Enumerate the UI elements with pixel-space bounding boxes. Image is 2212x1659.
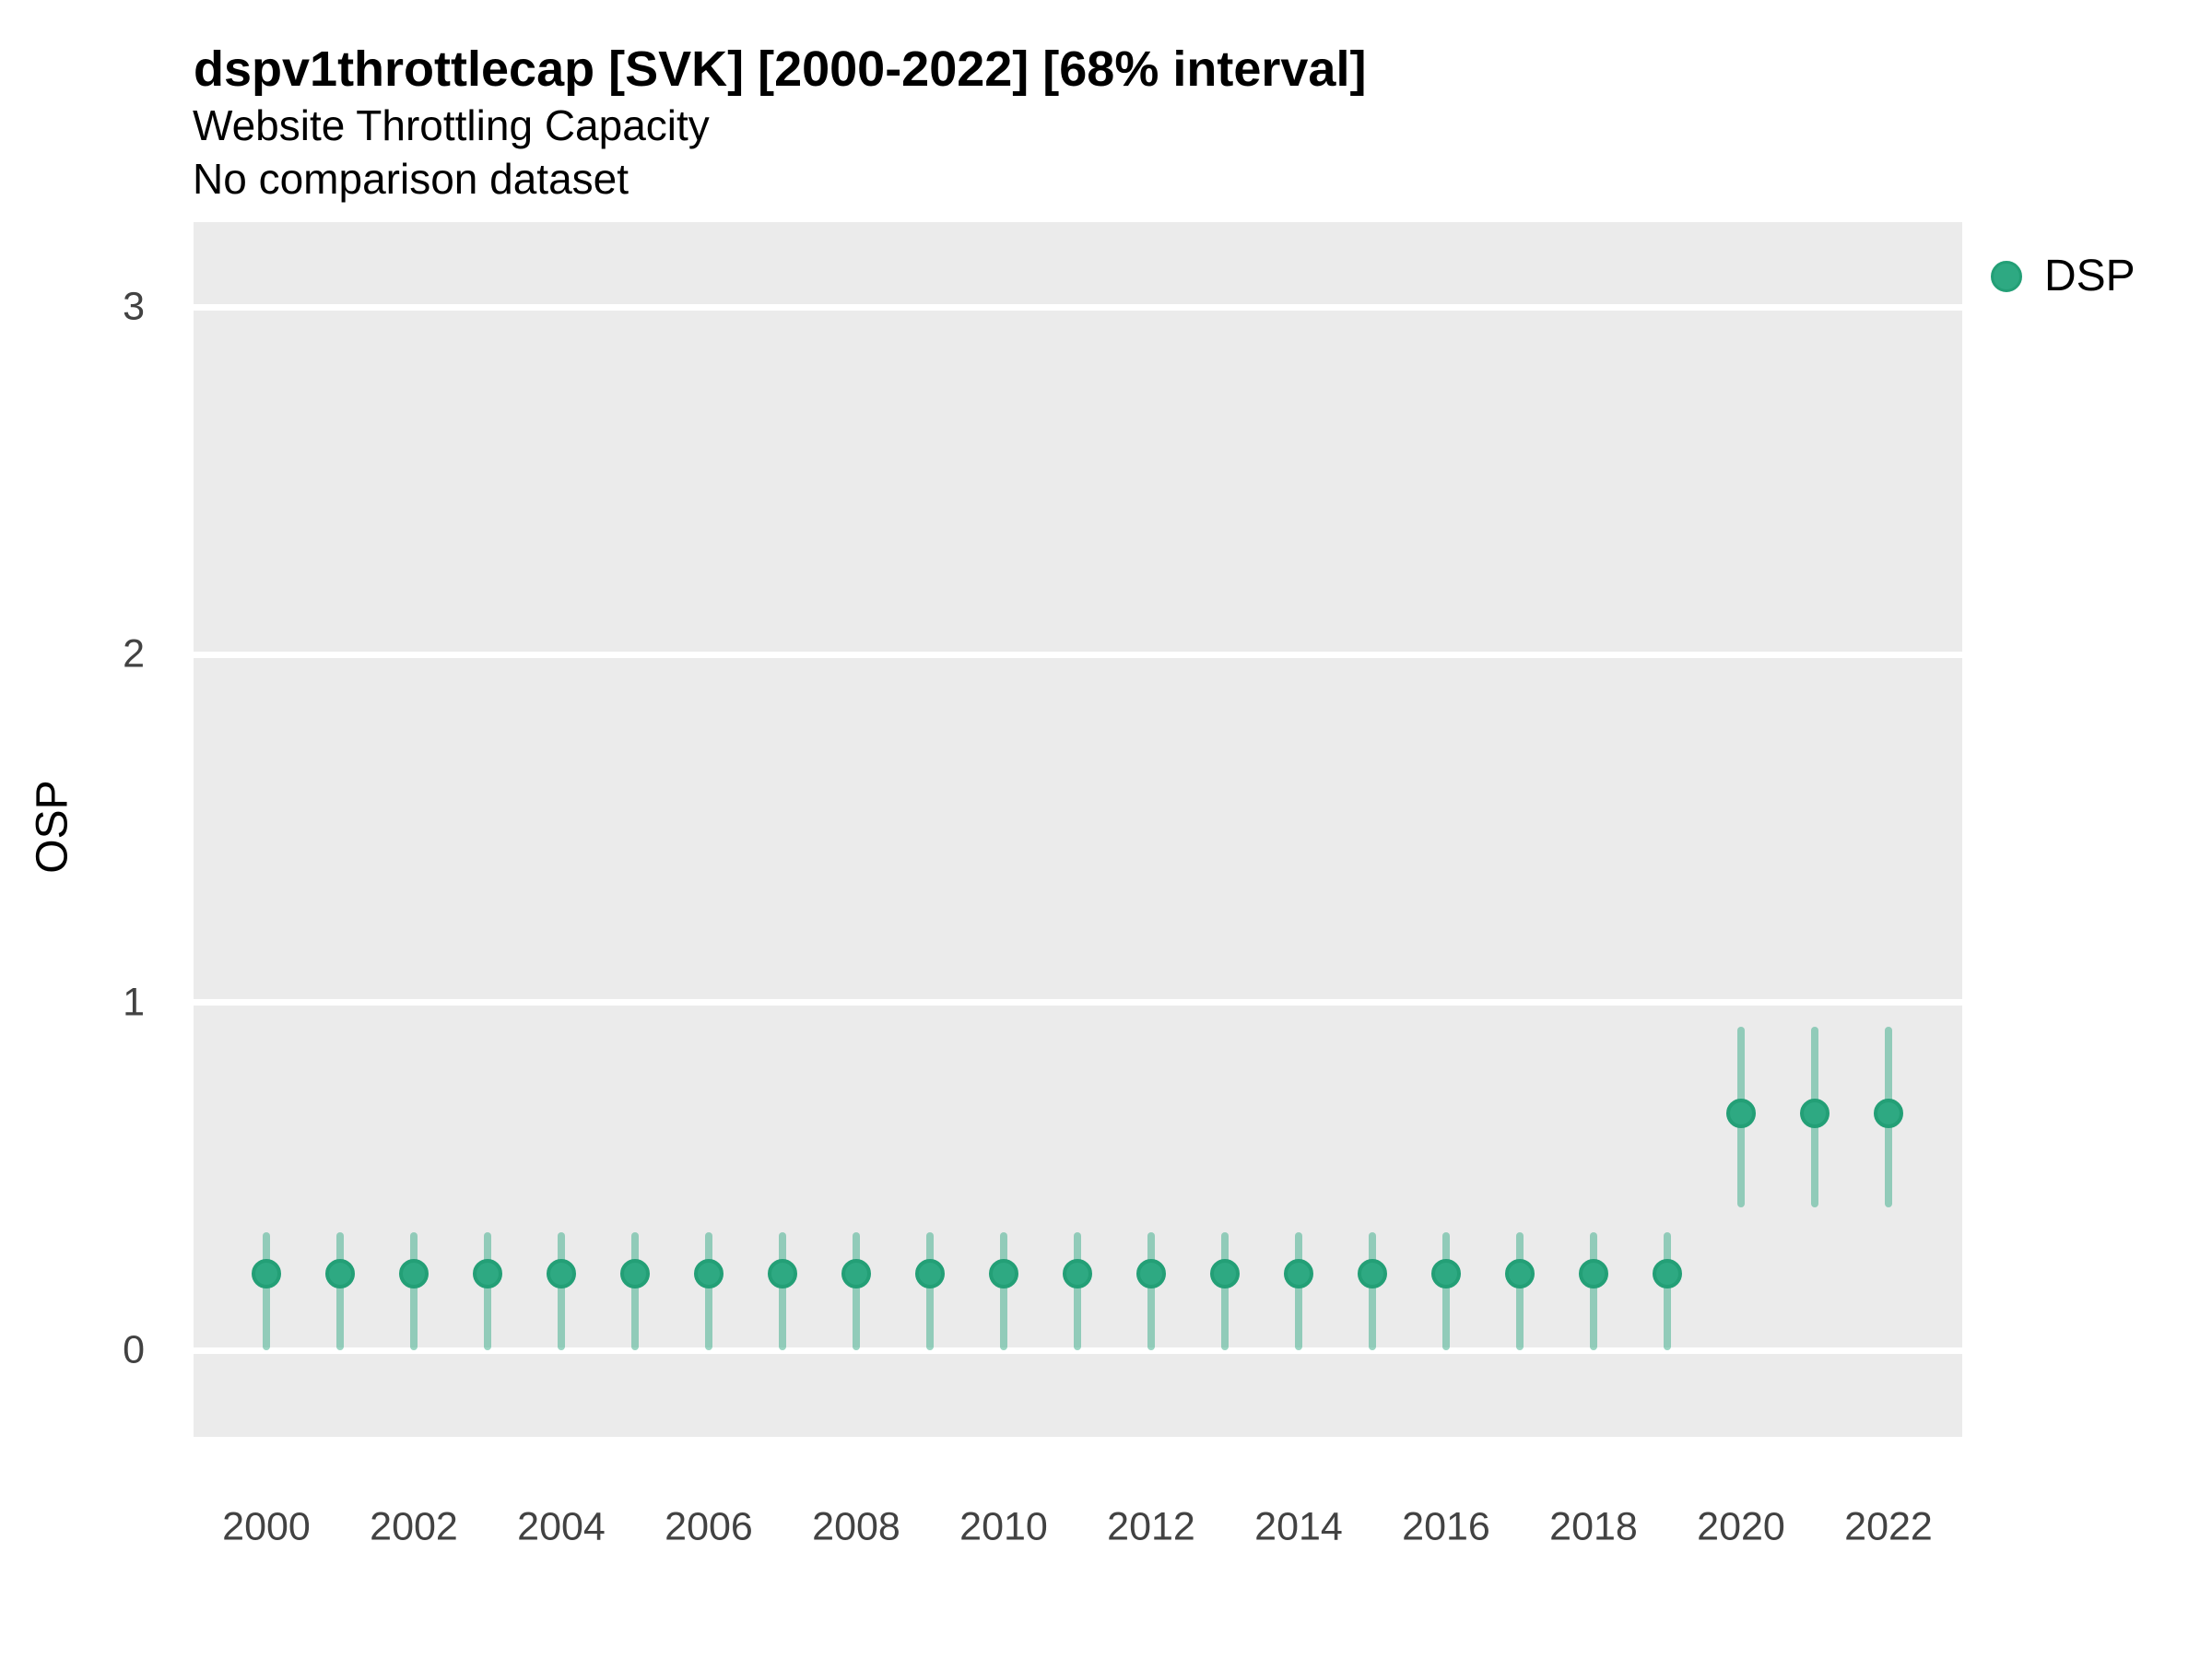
x-tick-label-2000: 2000 <box>222 1504 311 1549</box>
data-point-2008 <box>841 1258 871 1288</box>
data-point-2016 <box>1431 1258 1461 1288</box>
legend-label: DSP <box>2044 252 2136 300</box>
interval-bar-2008 <box>853 1231 860 1350</box>
x-tick-label-2008: 2008 <box>812 1504 900 1549</box>
data-point-2002 <box>399 1258 429 1288</box>
data-point-2003 <box>473 1258 502 1288</box>
x-tick-label-2004: 2004 <box>517 1504 606 1549</box>
data-point-2015 <box>1358 1258 1387 1288</box>
gridline-y-2 <box>194 651 1962 658</box>
gridline-y-0 <box>194 1347 1962 1354</box>
gridline-y-1 <box>194 999 1962 1006</box>
y-tick-label-0: 0 <box>123 1327 145 1372</box>
interval-bar-2016 <box>1442 1231 1450 1350</box>
data-point-2012 <box>1136 1258 1166 1288</box>
interval-bar-2013 <box>1221 1231 1229 1350</box>
data-point-2009 <box>915 1258 945 1288</box>
interval-bar-2018 <box>1590 1231 1597 1350</box>
legend-marker-icon <box>1991 261 2022 292</box>
interval-bar-2004 <box>558 1231 565 1350</box>
chart-title: dspv1throttlecap [SVK] [2000-2022] [68% … <box>194 41 1367 97</box>
x-tick-label-2016: 2016 <box>1402 1504 1490 1549</box>
data-point-2014 <box>1284 1258 1313 1288</box>
data-point-2011 <box>1063 1258 1092 1288</box>
interval-bar-2003 <box>484 1231 491 1350</box>
chart-subtitle: Website Throttling Capacity <box>193 101 710 149</box>
plot-panel <box>194 222 1962 1437</box>
data-point-2019 <box>1653 1258 1682 1288</box>
data-point-2017 <box>1505 1258 1535 1288</box>
x-tick-label-2006: 2006 <box>665 1504 753 1549</box>
data-point-2022 <box>1874 1099 1903 1129</box>
data-point-2013 <box>1210 1258 1240 1288</box>
x-tick-label-2020: 2020 <box>1697 1504 1785 1549</box>
y-tick-label-1: 1 <box>123 980 145 1025</box>
interval-bar-2017 <box>1516 1231 1524 1350</box>
x-tick-label-2002: 2002 <box>370 1504 458 1549</box>
data-point-2010 <box>989 1258 1018 1288</box>
y-axis-title: OSP <box>28 780 77 874</box>
data-point-2021 <box>1800 1099 1830 1129</box>
data-point-2018 <box>1579 1258 1608 1288</box>
data-point-2001 <box>325 1258 355 1288</box>
data-point-2005 <box>620 1258 650 1288</box>
x-tick-label-2010: 2010 <box>959 1504 1048 1549</box>
interval-bar-2014 <box>1295 1231 1302 1350</box>
interval-bar-2002 <box>410 1231 418 1350</box>
interval-bar-2000 <box>263 1231 270 1350</box>
interval-bar-2001 <box>336 1231 344 1350</box>
x-tick-label-2012: 2012 <box>1107 1504 1195 1549</box>
chart-note: No comparison dataset <box>193 155 629 203</box>
legend-item-dsp: DSP <box>1991 249 2203 304</box>
interval-bar-2006 <box>705 1231 712 1350</box>
gridline-y-3 <box>194 303 1962 311</box>
data-point-2004 <box>547 1258 576 1288</box>
interval-bar-2011 <box>1074 1231 1081 1350</box>
data-point-2006 <box>694 1258 724 1288</box>
interval-bar-2005 <box>631 1231 639 1350</box>
data-point-2007 <box>768 1258 797 1288</box>
y-tick-label-2: 2 <box>123 631 145 677</box>
interval-bar-2019 <box>1664 1231 1671 1350</box>
interval-bar-2012 <box>1147 1231 1155 1350</box>
x-tick-label-2022: 2022 <box>1844 1504 1933 1549</box>
interval-bar-2015 <box>1369 1231 1376 1350</box>
interval-bar-2009 <box>926 1231 934 1350</box>
x-tick-label-2018: 2018 <box>1549 1504 1638 1549</box>
data-point-2000 <box>252 1258 281 1288</box>
interval-bar-2007 <box>779 1231 786 1350</box>
x-tick-label-2014: 2014 <box>1254 1504 1343 1549</box>
legend: DSP <box>1991 249 2203 304</box>
y-tick-label-3: 3 <box>123 284 145 329</box>
data-point-2020 <box>1726 1099 1756 1129</box>
interval-bar-2010 <box>1000 1231 1007 1350</box>
